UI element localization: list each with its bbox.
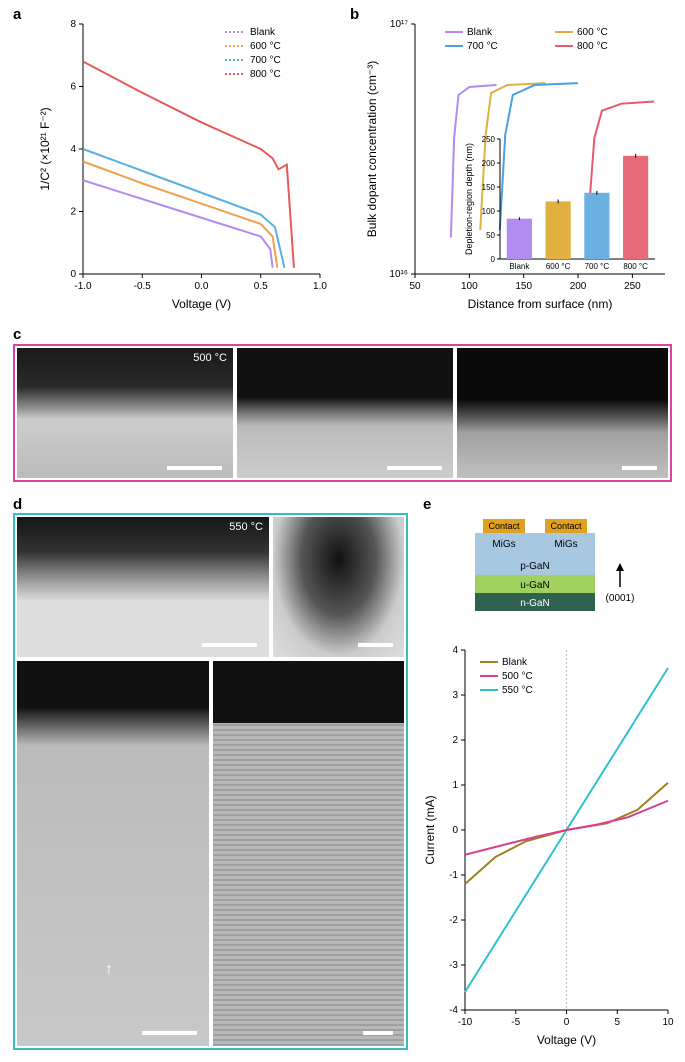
- scale-bar-c1: [167, 466, 222, 470]
- svg-text:u-GaN: u-GaN: [520, 580, 549, 591]
- svg-text:MiGs: MiGs: [492, 539, 515, 550]
- svg-text:6: 6: [70, 82, 76, 93]
- svg-text:800 °C: 800 °C: [250, 69, 281, 80]
- svg-text:Current (mA): Current (mA): [423, 795, 437, 864]
- panel-e-chart: -10-50510-4-3-2-101234Voltage (V)Current…: [420, 630, 678, 1050]
- svg-text:p-GaN: p-GaN: [520, 561, 549, 572]
- svg-text:10¹⁷: 10¹⁷: [390, 19, 408, 30]
- svg-text:0.0: 0.0: [195, 281, 209, 292]
- temp-label-d: 550 °C: [229, 521, 263, 533]
- svg-text:600 °C: 600 °C: [250, 41, 281, 52]
- svg-text:5: 5: [614, 1017, 620, 1028]
- svg-text:0: 0: [491, 255, 496, 264]
- svg-text:Voltage (V): Voltage (V): [537, 1033, 596, 1047]
- svg-text:1/C² (×10²¹ F⁻²): 1/C² (×10²¹ F⁻²): [38, 107, 52, 190]
- svg-text:0: 0: [452, 825, 458, 836]
- svg-text:800 °C: 800 °C: [623, 262, 648, 271]
- svg-text:Blank: Blank: [467, 27, 493, 38]
- panel-d-micrographs: 550 °C ↑: [13, 513, 408, 1050]
- svg-text:-3: -3: [449, 960, 458, 971]
- svg-text:10: 10: [662, 1017, 674, 1028]
- svg-text:3: 3: [452, 690, 458, 701]
- svg-text:Contact: Contact: [488, 521, 520, 531]
- svg-text:-1.0: -1.0: [74, 281, 92, 292]
- svg-text:n-GaN: n-GaN: [520, 598, 549, 609]
- svg-text:Contact: Contact: [550, 521, 582, 531]
- temp-label-c: 500 °C: [193, 352, 227, 364]
- svg-text:50: 50: [486, 231, 495, 240]
- svg-text:0: 0: [564, 1017, 570, 1028]
- svg-text:500 °C: 500 °C: [502, 671, 533, 682]
- panel-c-label: c: [13, 326, 21, 343]
- svg-text:-0.5: -0.5: [134, 281, 152, 292]
- micrograph-d1: 550 °C: [17, 517, 269, 657]
- panel-a-chart: -1.0 -0.5 0.0 0.5 1.0 0 2 4 6 8 Voltage (V) 1/C² (×…: [35, 14, 330, 314]
- svg-text:10¹⁶: 10¹⁶: [389, 269, 408, 280]
- svg-text:8: 8: [70, 19, 76, 30]
- panel-b-chart: 50 100 150 200 250 10¹⁶ 10¹⁷ Distance from surf…: [360, 14, 675, 314]
- svg-text:-2: -2: [449, 915, 458, 926]
- svg-text:200: 200: [570, 281, 587, 292]
- svg-text:200: 200: [482, 159, 496, 168]
- svg-text:100: 100: [461, 281, 478, 292]
- svg-text:700 °C: 700 °C: [250, 55, 281, 66]
- micrograph-c3: [457, 348, 668, 478]
- svg-text:4: 4: [452, 645, 458, 656]
- svg-text:50: 50: [409, 281, 421, 292]
- svg-text:1.0: 1.0: [313, 281, 327, 292]
- micrograph-c1: 500 °C: [17, 348, 233, 478]
- svg-text:0.5: 0.5: [254, 281, 268, 292]
- svg-text:2: 2: [70, 207, 76, 218]
- svg-text:Blank: Blank: [502, 657, 528, 668]
- svg-text:150: 150: [482, 183, 496, 192]
- panel-a-label: a: [13, 6, 21, 23]
- svg-text:Voltage (V): Voltage (V): [172, 297, 231, 311]
- svg-text:600 °C: 600 °C: [546, 262, 571, 271]
- svg-text:4: 4: [70, 144, 76, 155]
- svg-text:550 °C: 550 °C: [502, 685, 533, 696]
- svg-text:MiGs: MiGs: [554, 539, 577, 550]
- svg-text:800 °C: 800 °C: [577, 41, 608, 52]
- svg-text:700 °C: 700 °C: [467, 41, 498, 52]
- svg-text:Bulk dopant concentration (cm⁻: Bulk dopant concentration (cm⁻³): [365, 61, 379, 237]
- svg-text:100: 100: [482, 207, 496, 216]
- svg-text:-4: -4: [449, 1005, 458, 1016]
- svg-text:-5: -5: [511, 1017, 520, 1028]
- panel-e-schematic: Contact Contact MiGs MiGs p-GaN u-GaN n-GaN (00…: [450, 513, 660, 623]
- svg-text:2: 2: [452, 735, 458, 746]
- svg-text:Blank: Blank: [250, 27, 276, 38]
- svg-text:1: 1: [452, 780, 458, 791]
- micrograph-d2: [273, 517, 404, 657]
- panel-d-label: d: [13, 496, 22, 513]
- svg-text:Blank: Blank: [509, 262, 530, 271]
- micrograph-c2: [237, 348, 453, 478]
- svg-text:-10: -10: [458, 1017, 473, 1028]
- svg-text:0: 0: [70, 269, 76, 280]
- svg-text:-1: -1: [449, 870, 458, 881]
- micrograph-d4: [213, 661, 404, 1046]
- scale-bar-c3: [622, 466, 657, 470]
- svg-text:Distance from surface (nm): Distance from surface (nm): [468, 297, 613, 311]
- panel-e-label: e: [423, 496, 431, 513]
- panel-c-micrographs: 500 °C: [13, 344, 672, 482]
- scale-bar-d2: [358, 643, 393, 647]
- scale-bar-d1: [202, 643, 257, 647]
- micrograph-d3: ↑: [17, 661, 209, 1046]
- svg-text:250: 250: [624, 281, 641, 292]
- svg-text:150: 150: [515, 281, 532, 292]
- svg-text:250: 250: [482, 135, 496, 144]
- scale-bar-d3: [142, 1031, 197, 1035]
- svg-text:Depletion-region depth (nm): Depletion-region depth (nm): [464, 143, 474, 255]
- scale-bar-d4: [363, 1031, 393, 1035]
- panel-b-label: b: [350, 6, 359, 23]
- svg-text:(0001): (0001): [606, 593, 635, 604]
- scale-bar-c2: [387, 466, 442, 470]
- arrow-up-icon: ↑: [105, 961, 113, 979]
- svg-text:700 °C: 700 °C: [585, 262, 610, 271]
- svg-text:600 °C: 600 °C: [577, 27, 608, 38]
